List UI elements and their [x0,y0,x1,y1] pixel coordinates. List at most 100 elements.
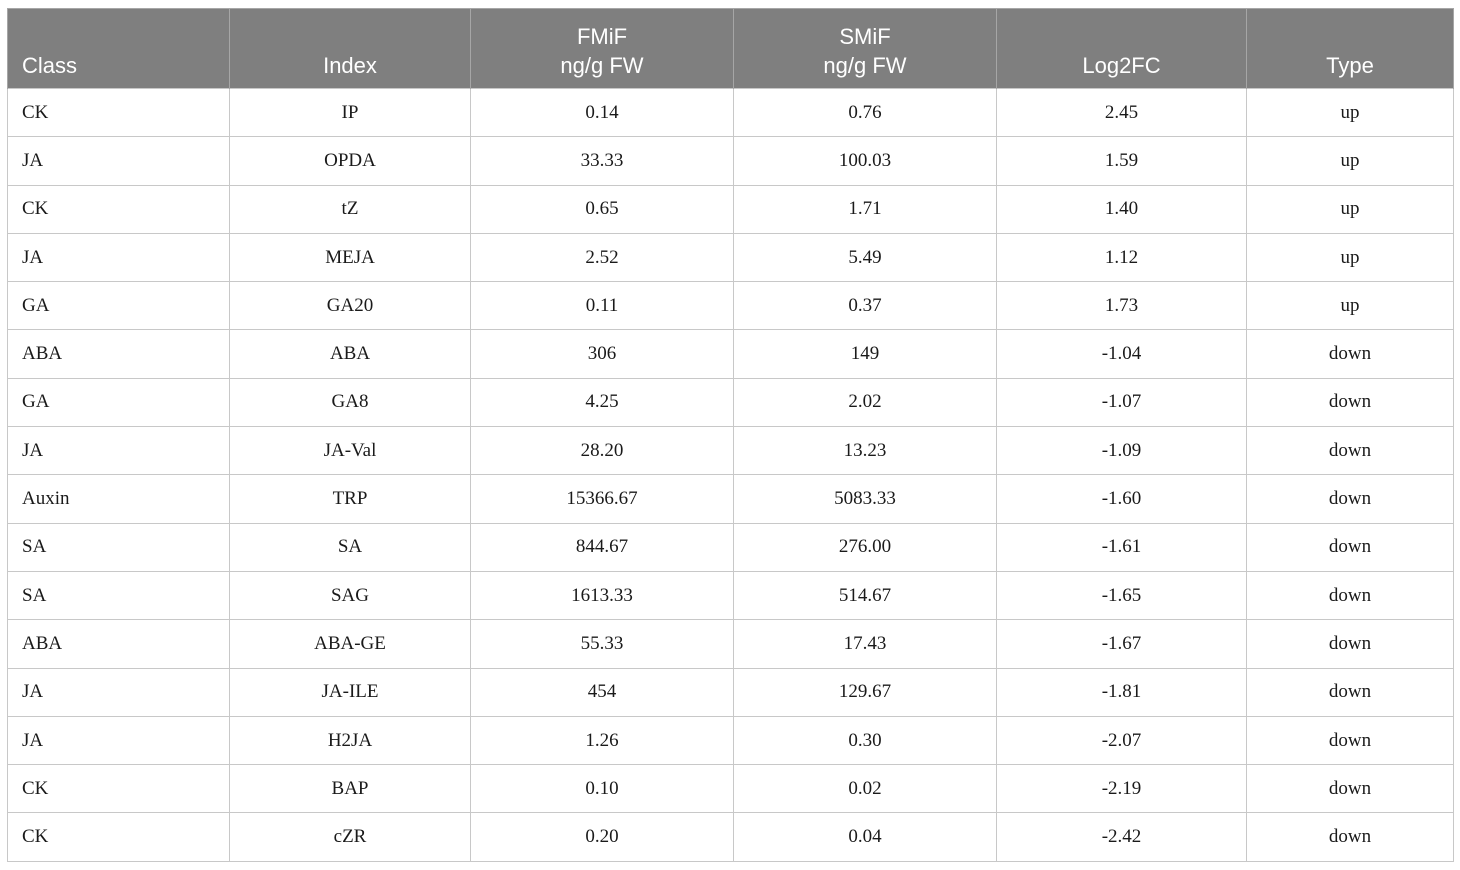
class-cell: SA [7,522,230,572]
fmif-cell: 2.52 [470,232,734,283]
log2fc-cell: -2.42 [996,812,1247,862]
table-row: GA GA8 4.25 2.02 -1.07 down [7,377,1454,428]
log2fc-cell: -2.07 [996,715,1247,766]
log2fc-cell: -1.65 [996,570,1247,621]
fmif-cell: 0.65 [470,184,734,234]
table-row: CK tZ 0.65 1.71 1.40 up [7,184,1454,234]
table-row: SA SAG 1613.33 514.67 -1.65 down [7,570,1454,621]
table-row: JA JA-ILE 454 129.67 -1.81 down [7,667,1454,717]
smif-cell: 0.37 [733,281,997,331]
header-row: Class Index FMiF ng/g FW SMiF ng/g FW Lo… [7,8,1454,89]
header-class: Class [7,8,230,89]
log2fc-cell: -1.04 [996,329,1247,379]
index-cell: GA20 [229,281,471,331]
table-row: JA H2JA 1.26 0.30 -2.07 down [7,715,1454,766]
fmif-cell: 1613.33 [470,570,734,621]
table-row: CK BAP 0.10 0.02 -2.19 down [7,764,1454,814]
log2fc-cell: -1.61 [996,522,1247,572]
smif-cell: 276.00 [733,522,997,572]
smif-cell: 5.49 [733,232,997,283]
header-log2fc: Log2FC [996,8,1247,89]
smif-cell: 0.76 [733,87,997,138]
type-cell: up [1246,136,1454,186]
type-cell: down [1246,329,1454,379]
hormone-table: Class Index FMiF ng/g FW SMiF ng/g FW Lo… [7,8,1454,862]
index-cell: cZR [229,812,471,862]
table-body: CK IP 0.14 0.76 2.45 up JA OPDA 33.33 100.03 1.59 u… [7,87,1454,862]
table-row: SA SA 844.67 276.00 -1.61 down [7,522,1454,572]
smif-cell: 514.67 [733,570,997,621]
class-cell: SA [7,570,230,621]
class-cell: JA [7,715,230,766]
class-cell: CK [7,812,230,862]
fmif-cell: 0.10 [470,764,734,814]
class-cell: CK [7,764,230,814]
smif-cell: 17.43 [733,619,997,669]
smif-cell: 1.71 [733,184,997,234]
table-header: Class Index FMiF ng/g FW SMiF ng/g FW Lo… [7,8,1454,89]
type-cell: down [1246,715,1454,766]
class-cell: Auxin [7,474,230,524]
class-cell: ABA [7,619,230,669]
class-cell: ABA [7,329,230,379]
index-cell: OPDA [229,136,471,186]
fmif-cell: 15366.67 [470,474,734,524]
fmif-cell: 0.11 [470,281,734,331]
log2fc-cell: -2.19 [996,764,1247,814]
log2fc-cell: 1.12 [996,232,1247,283]
log2fc-cell: -1.09 [996,426,1247,476]
log2fc-cell: 1.73 [996,281,1247,331]
fmif-cell: 454 [470,667,734,717]
index-cell: MEJA [229,232,471,283]
log2fc-cell: -1.81 [996,667,1247,717]
class-cell: JA [7,667,230,717]
log2fc-cell: 1.59 [996,136,1247,186]
type-cell: down [1246,619,1454,669]
log2fc-cell: -1.07 [996,377,1247,428]
class-cell: GA [7,281,230,331]
table-row: GA GA20 0.11 0.37 1.73 up [7,281,1454,331]
index-cell: ABA [229,329,471,379]
index-cell: BAP [229,764,471,814]
log2fc-cell: -1.60 [996,474,1247,524]
table-row: CK cZR 0.20 0.04 -2.42 down [7,812,1454,862]
smif-cell: 0.02 [733,764,997,814]
header-type: Type [1246,8,1454,89]
log2fc-cell: 2.45 [996,87,1247,138]
class-cell: JA [7,136,230,186]
header-index: Index [229,8,471,89]
index-cell: TRP [229,474,471,524]
smif-cell: 13.23 [733,426,997,476]
index-cell: JA-Val [229,426,471,476]
fmif-cell: 0.14 [470,87,734,138]
type-cell: up [1246,232,1454,283]
type-cell: up [1246,184,1454,234]
index-cell: JA-ILE [229,667,471,717]
header-fmif: FMiF ng/g FW [470,8,734,89]
smif-cell: 149 [733,329,997,379]
fmif-cell: 0.20 [470,812,734,862]
smif-cell: 2.02 [733,377,997,428]
fmif-cell: 4.25 [470,377,734,428]
fmif-cell: 306 [470,329,734,379]
class-cell: JA [7,232,230,283]
class-cell: JA [7,426,230,476]
index-cell: ABA-GE [229,619,471,669]
header-smif: SMiF ng/g FW [733,8,997,89]
type-cell: up [1246,281,1454,331]
fmif-cell: 55.33 [470,619,734,669]
index-cell: GA8 [229,377,471,428]
smif-cell: 100.03 [733,136,997,186]
index-cell: SAG [229,570,471,621]
table-row: JA OPDA 33.33 100.03 1.59 up [7,136,1454,186]
type-cell: down [1246,474,1454,524]
index-cell: SA [229,522,471,572]
smif-cell: 0.30 [733,715,997,766]
type-cell: down [1246,764,1454,814]
type-cell: up [1246,87,1454,138]
table-row: ABA ABA 306 149 -1.04 down [7,329,1454,379]
type-cell: down [1246,812,1454,862]
table-row: JA JA-Val 28.20 13.23 -1.09 down [7,426,1454,476]
fmif-cell: 1.26 [470,715,734,766]
table-row: ABA ABA-GE 55.33 17.43 -1.67 down [7,619,1454,669]
